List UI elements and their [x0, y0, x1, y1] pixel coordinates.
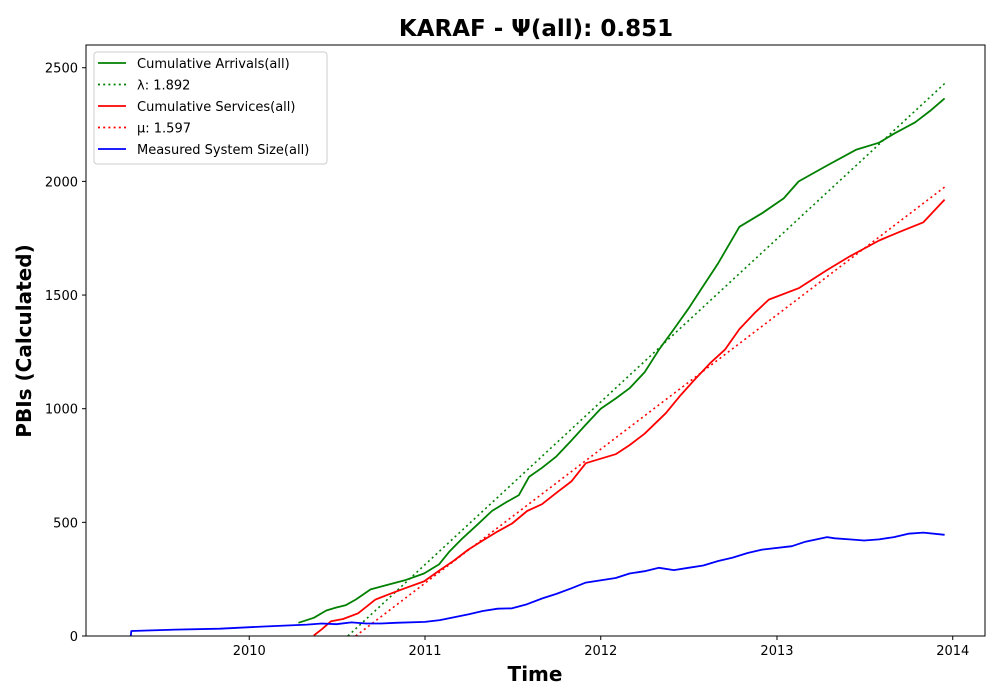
chart-title: KARAF - Ψ(all): 0.851: [399, 16, 673, 42]
legend-box: [93, 51, 328, 165]
y-axis-label: PBIs (Calculated): [12, 244, 36, 437]
series-line-1: [298, 97, 946, 624]
series-line-3: [313, 198, 946, 636]
x-tick-label: 2011: [408, 644, 441, 659]
y-tick-label: 1500: [45, 289, 78, 304]
y-tick-label: 0: [70, 630, 78, 645]
x-tick-label: 2014: [936, 644, 969, 659]
legend-label-2: λ: 1.892: [137, 79, 190, 94]
x-tick-label: 2012: [584, 644, 617, 659]
x-axis-label: Time: [508, 662, 563, 686]
legend-label-5: Measured System Size(all): [137, 143, 309, 158]
legend-label-4: μ: 1.597: [137, 122, 191, 137]
plot-frame: [85, 44, 986, 637]
series-line-5: [129, 531, 945, 636]
y-tick-label: 500: [53, 516, 78, 531]
x-tick-label: 2010: [233, 644, 266, 659]
y-tick-label: 1000: [45, 403, 78, 418]
x-tick-label: 2013: [760, 644, 793, 659]
series-line-2: [347, 83, 946, 636]
legend-label-3: Cumulative Services(all): [137, 100, 295, 115]
legend-label-1: Cumulative Arrivals(all): [137, 57, 290, 72]
series-line-4: [355, 186, 946, 636]
y-tick-label: 2000: [45, 175, 78, 190]
y-tick-label: 2500: [45, 62, 78, 77]
plot-area: [129, 83, 946, 636]
axes: 2010 2011 2012 2013 2014 0 500 1000 1500 2000 2500: [45, 44, 986, 659]
legend: Cumulative Arrivals(all) λ: 1.892 Cumulati…: [93, 51, 328, 165]
